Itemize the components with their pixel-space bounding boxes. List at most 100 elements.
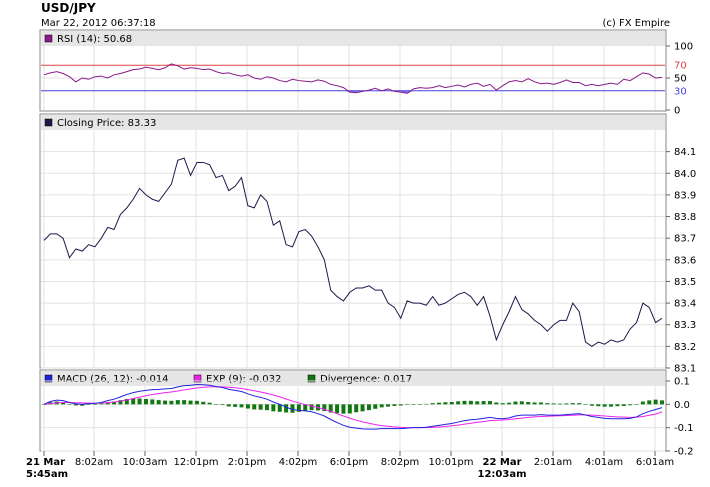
divergence-bar — [360, 404, 365, 412]
y-tick-label: 84.0 — [674, 169, 696, 180]
x-tick-label: 21 Mar — [26, 457, 65, 468]
x-tick-label: 22 Mar — [482, 457, 521, 468]
divergence-bar — [175, 400, 180, 405]
divergence-bar — [392, 404, 397, 406]
divergence-bar — [609, 404, 614, 407]
divergence-bar — [602, 404, 607, 407]
divergence-bar — [194, 400, 199, 405]
exp-series-line — [43, 386, 663, 429]
divergence-bar — [92, 404, 97, 405]
divergence-bar — [449, 402, 454, 405]
divergence-bar — [347, 404, 352, 414]
divergence-bar — [163, 400, 168, 405]
divergence-bar — [290, 404, 295, 413]
x-tick-label: 6:01pm — [330, 457, 369, 468]
x-tick-label: 4:02pm — [279, 457, 318, 468]
divergence-bar — [239, 404, 244, 408]
y-tick-label: 83.5 — [674, 277, 696, 288]
rsi-level-label: 70 — [674, 61, 687, 72]
price-legend-swatch — [44, 118, 53, 127]
macd-legend-label: MACD (26, 12): -0.014 — [57, 374, 169, 385]
rsi-extreme-fill — [407, 90, 414, 94]
chart-title: USD/JPY — [41, 1, 96, 15]
divergence-bar — [443, 402, 448, 405]
divergence-bar — [647, 400, 652, 405]
divergence-bar — [500, 403, 505, 405]
divergence-bar — [245, 404, 250, 409]
divergence-bar — [615, 404, 620, 407]
price-legend-bar — [41, 115, 665, 130]
divergence-bar — [373, 404, 378, 409]
divergence-bar — [424, 403, 429, 405]
divergence-bar — [577, 403, 582, 405]
divergence-bar — [405, 404, 410, 405]
divergence-bar — [277, 404, 282, 412]
divergence-bar — [583, 404, 588, 405]
divergence-bar — [411, 404, 416, 405]
divergence-bar — [558, 403, 563, 405]
x-tick-label: 4:01am — [585, 457, 623, 468]
x-tick-label: 12:01pm — [174, 457, 219, 468]
divergence-bar — [398, 404, 403, 406]
divergence-bar — [417, 404, 422, 405]
divergence-bar — [640, 401, 645, 405]
x-tick-label: 5:45am — [26, 469, 68, 480]
divergence-bar — [214, 404, 219, 405]
macd-series-line — [43, 383, 663, 430]
divergence-legend-label: Divergence: 0.017 — [320, 374, 412, 385]
divergence-bar — [73, 404, 78, 406]
y-tick-label: 100 — [674, 42, 693, 53]
divergence-bar — [284, 404, 289, 413]
divergence-bar — [628, 404, 633, 406]
divergence-bar — [468, 400, 473, 405]
divergence-bar — [545, 403, 550, 405]
y-tick-label: 0 — [674, 106, 680, 117]
x-tick-label: 2:01am — [534, 457, 572, 468]
y-tick-label: 83.1 — [674, 364, 696, 375]
y-tick-label: 0.0 — [674, 400, 690, 411]
y-tick-label: 83.3 — [674, 320, 696, 331]
divergence-bar — [456, 401, 461, 405]
divergence-bar — [105, 402, 110, 405]
divergence-bar — [252, 404, 257, 410]
x-tick-label: 10:01pm — [429, 457, 474, 468]
divergence-bar — [634, 404, 639, 405]
divergence-bar — [67, 404, 72, 405]
divergence-bar — [430, 403, 435, 405]
rsi-series-line — [43, 63, 663, 94]
divergence-bar — [589, 404, 594, 406]
divergence-bar — [621, 404, 626, 406]
divergence-bar — [532, 402, 537, 405]
divergence-bar — [328, 404, 333, 413]
divergence-bar — [118, 400, 123, 405]
divergence-bar — [596, 404, 601, 407]
x-tick-label: 2:01pm — [228, 457, 267, 468]
divergence-legend-swatch — [307, 374, 316, 383]
divergence-bar — [86, 404, 91, 405]
x-tick-label: 10:03am — [123, 457, 168, 468]
chart-credit: (c) FX Empire — [603, 18, 671, 29]
divergence-bar — [226, 404, 231, 407]
divergence-bar — [653, 399, 658, 405]
divergence-bar — [131, 398, 136, 405]
divergence-bar — [366, 404, 371, 411]
rsi-level-label: 30 — [674, 86, 687, 97]
divergence-bar — [271, 404, 276, 412]
divergence-bar — [258, 404, 263, 410]
divergence-bar — [475, 401, 480, 405]
y-tick-label: 83.6 — [674, 255, 696, 266]
divergence-bar — [570, 403, 575, 405]
exp-legend-swatch — [193, 374, 202, 383]
divergence-bar — [379, 404, 384, 408]
y-tick-label: 0.1 — [674, 377, 690, 388]
y-tick-label: 50 — [674, 74, 687, 85]
price-panel: Closing Price: 83.33 83.1 83.2 83.3 83.4 83.… — [39, 113, 696, 375]
divergence-bar — [188, 400, 193, 405]
divergence-bar — [220, 404, 225, 406]
rsi-legend-label: RSI (14): 50.68 — [57, 34, 132, 45]
y-tick-label: -0.1 — [674, 423, 694, 434]
y-tick-label: 83.2 — [674, 342, 696, 353]
divergence-bar — [309, 404, 314, 411]
divergence-bar — [481, 401, 486, 405]
divergence-bar — [437, 402, 442, 405]
